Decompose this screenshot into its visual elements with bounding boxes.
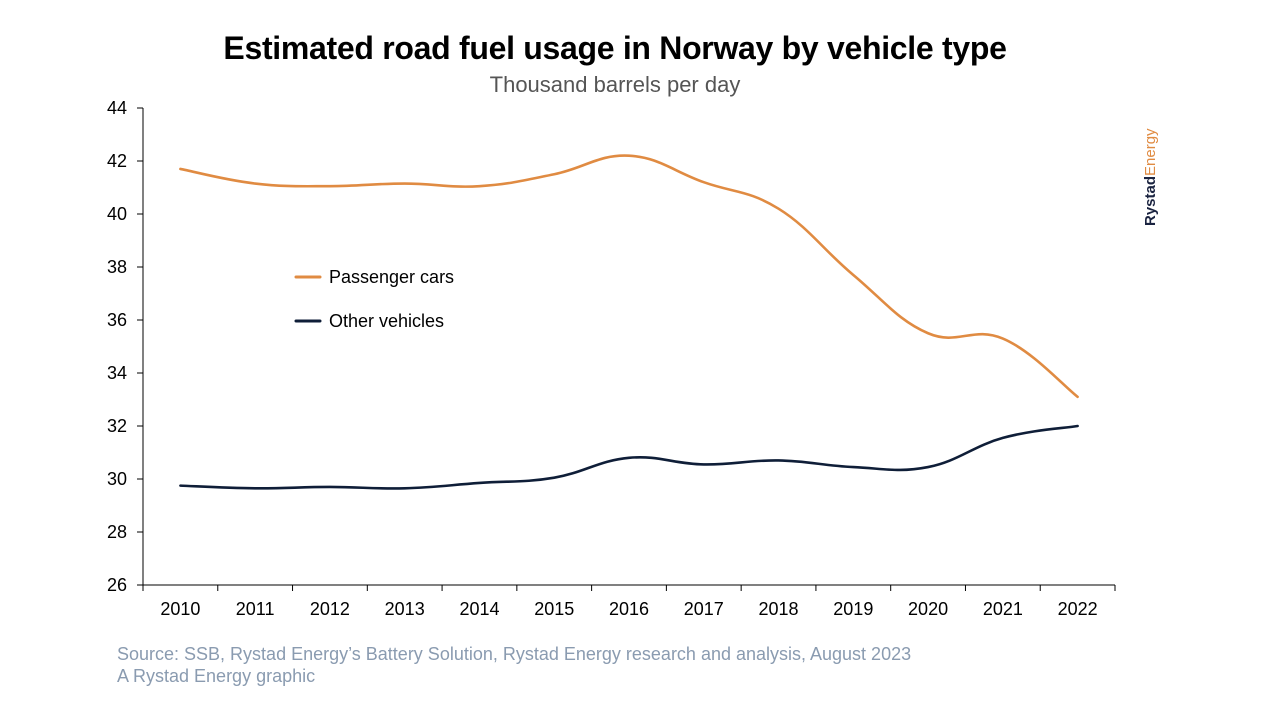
legend-label-other-vehicles: Other vehicles	[329, 311, 444, 331]
legend-label-passenger-cars: Passenger cars	[329, 267, 454, 287]
y-tick-label: 40	[107, 204, 127, 224]
y-tick-labels: 26 28 30 32 34 36 38 40 42 44	[107, 98, 127, 595]
legend: Passenger cars Other vehicles	[294, 267, 454, 331]
series-line-passenger-cars	[179, 154, 1079, 399]
rystad-energy-logo: RystadEnergy	[1142, 128, 1159, 226]
x-tick-label: 2017	[684, 599, 724, 619]
y-tick-label: 26	[107, 575, 127, 595]
logo-part-rystad: Rystad	[1142, 175, 1159, 226]
x-tick-label: 2016	[609, 599, 649, 619]
y-tick-label: 42	[107, 151, 127, 171]
x-tick-labels: 2010 2011 2012 2013 2014 2015 2016 2017 2018 2019…	[160, 599, 1097, 619]
source-line: Source: SSB, Rystad Energy’s Battery Sol…	[117, 644, 912, 664]
source-note: Source: SSB, Rystad Energy’s Battery Sol…	[117, 643, 911, 687]
chart-title: Estimated road fuel usage in Norway by v…	[223, 30, 1007, 66]
x-tick-label: 2013	[385, 599, 425, 619]
series-line-other-vehicles	[179, 424, 1079, 490]
credit-line: A Rystad Energy graphic	[117, 666, 316, 686]
y-tick-label: 36	[107, 310, 127, 330]
x-tick-label: 2015	[534, 599, 574, 619]
x-tick-label: 2011	[236, 599, 275, 619]
chart-subtitle: Thousand barrels per day	[489, 72, 741, 97]
x-tick-label: 2010	[160, 599, 200, 619]
logo-part-energy: Energy	[1142, 128, 1159, 176]
y-tick-label: 32	[107, 416, 127, 436]
x-tick-label: 2014	[459, 599, 499, 619]
x-tick-label: 2019	[833, 599, 873, 619]
y-tick-label: 44	[107, 98, 127, 118]
y-tick-label: 34	[107, 363, 127, 383]
series-lines	[179, 154, 1079, 490]
x-tick-label: 2020	[908, 599, 948, 619]
y-tick-label: 28	[107, 522, 127, 542]
y-tick-label: 30	[107, 469, 127, 489]
x-tick-label: 2018	[759, 599, 799, 619]
x-tick-label: 2012	[310, 599, 350, 619]
x-tick-label: 2022	[1058, 599, 1098, 619]
axes	[137, 107, 1116, 591]
y-tick-label: 38	[107, 257, 127, 277]
x-tick-label: 2021	[983, 599, 1023, 619]
